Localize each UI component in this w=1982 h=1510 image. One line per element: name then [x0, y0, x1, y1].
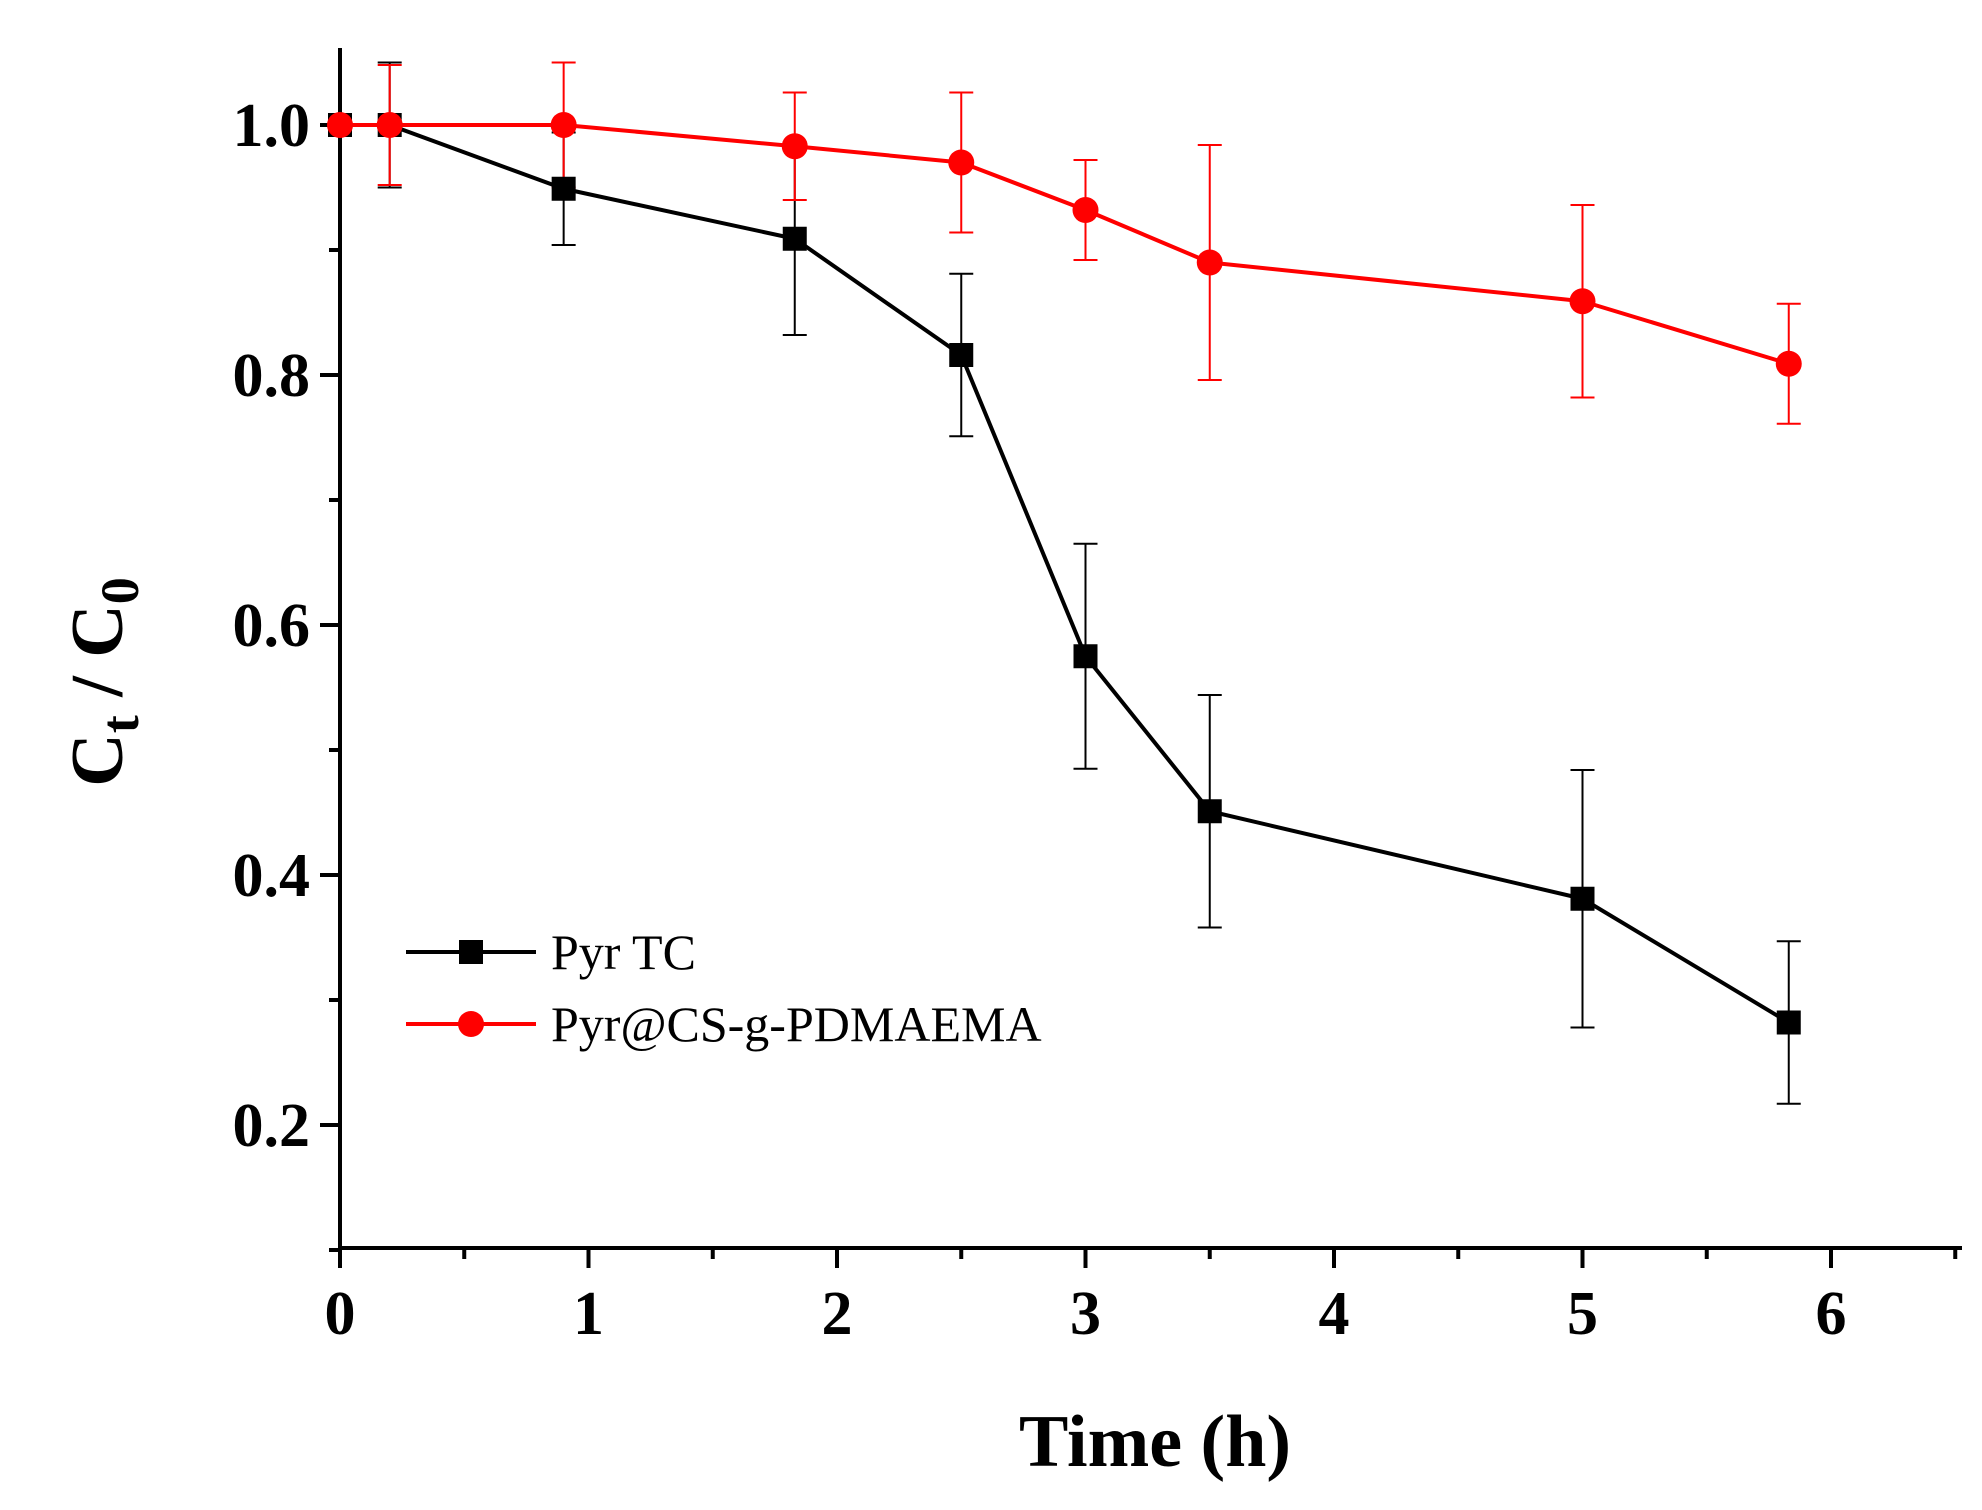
data-point-pyr-cs — [781, 133, 808, 160]
y-tick-label: 0.2 — [233, 1092, 311, 1160]
legend-label-pyr-tc: Pyr TC — [551, 924, 696, 980]
x-tick-label: 1 — [573, 1280, 604, 1348]
y-tick-label: 1.0 — [233, 92, 311, 160]
x-tick-label: 5 — [1567, 1280, 1598, 1348]
y-axis-title: Ct / C0 — [57, 577, 150, 786]
y-axis-title-sub-0: 0 — [90, 577, 150, 604]
x-tick-label: 3 — [1070, 1280, 1101, 1348]
axes — [320, 48, 1962, 1268]
data-point-pyr-tc — [782, 226, 807, 251]
x-tick-label: 6 — [1816, 1280, 1847, 1348]
y-axis-title-sub-t: t — [90, 715, 150, 733]
x-tick-label: 4 — [1319, 1280, 1350, 1348]
data-point-pyr-tc — [1073, 644, 1098, 669]
data-point-pyr-cs — [1775, 350, 1802, 377]
x-tick-label: 2 — [822, 1280, 853, 1348]
data-point-pyr-cs — [376, 112, 403, 138]
tick-labels: 0 1 2 3 4 5 6 0.2 0.4 0.6 0.8 1.0 — [233, 92, 1847, 1348]
data-point-pyr-tc — [949, 343, 974, 367]
legend-marker-pyr-cs — [458, 1011, 484, 1037]
y-axis-title-sep: / C — [57, 604, 139, 715]
data-point-pyr-cs — [1196, 249, 1223, 276]
data-point-pyr-cs — [948, 149, 975, 176]
data-point-pyr-cs — [1072, 197, 1099, 223]
data-point-pyr-tc — [1776, 1010, 1801, 1035]
data-point-pyr-tc — [1570, 886, 1595, 911]
data-point-pyr-cs — [327, 112, 353, 138]
data-point-pyr-tc — [1197, 799, 1222, 824]
y-tick-label: 0.8 — [233, 342, 311, 410]
y-axis-title-main: C — [57, 733, 139, 786]
y-tick-label: 0.4 — [233, 842, 311, 910]
legend: Pyr TC Pyr@CS-g-PDMAEMA — [406, 924, 1042, 1052]
y-tick-label: 0.6 — [233, 592, 311, 660]
series-markers — [327, 112, 1802, 1035]
x-tick-label: 0 — [325, 1280, 356, 1348]
data-point-pyr-tc — [551, 176, 576, 201]
legend-marker-pyr-tc — [459, 940, 483, 964]
x-axis-title: Time (h) — [1019, 1401, 1291, 1483]
data-point-pyr-cs — [550, 112, 577, 138]
legend-label-pyr-cs: Pyr@CS-g-PDMAEMA — [551, 996, 1042, 1052]
data-point-pyr-cs — [1569, 288, 1596, 315]
